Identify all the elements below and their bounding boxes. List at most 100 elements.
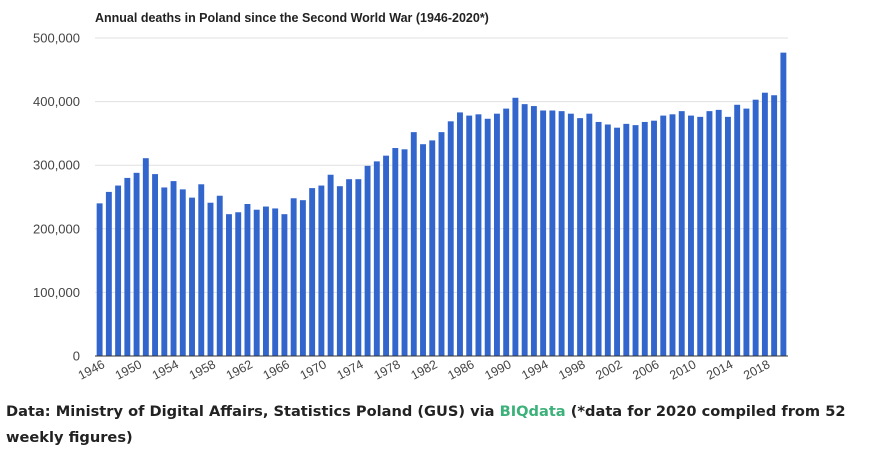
bar-1964 (262, 206, 269, 356)
bar-2014 (724, 116, 731, 356)
x-tick-label: 1946 (76, 357, 107, 382)
biqdata-link[interactable]: BIQdata (499, 403, 566, 420)
bar-2010 (688, 115, 694, 356)
bar-2003 (623, 123, 630, 356)
bar-1948 (115, 185, 122, 356)
bar-1992 (521, 104, 528, 356)
bar-1965 (272, 208, 279, 356)
bar-1985 (457, 112, 463, 356)
bar-1966 (281, 214, 288, 356)
bar-1979 (401, 149, 408, 356)
bar-2017 (752, 99, 759, 356)
x-tick-label: 1986 (445, 357, 476, 382)
x-tick-label: 1950 (113, 357, 144, 382)
bar-1986 (466, 115, 473, 356)
bar-2020 (780, 52, 787, 356)
bar-1953 (161, 187, 168, 356)
bar-1949 (124, 177, 131, 356)
x-axis-ticks: 1946 1950 1954 1958 1962 1966 1970 1974 1978 1982… (76, 357, 772, 382)
bar-1976 (373, 161, 380, 356)
bar-1960 (226, 214, 232, 356)
x-tick-label: 2018 (741, 357, 772, 382)
x-tick-label: 1982 (409, 357, 440, 382)
bar-1958 (207, 202, 214, 356)
bar-1990 (503, 108, 510, 356)
y-tick-label: 100,000 (33, 285, 80, 300)
bar-1989 (493, 113, 500, 357)
chart: Annual deaths in Poland since the Second… (33, 11, 788, 383)
x-tick-label: 1970 (298, 357, 329, 382)
bar-1972 (336, 186, 343, 356)
x-tick-label: 1958 (187, 357, 218, 382)
bar-2007 (660, 115, 667, 356)
bar-1963 (253, 209, 260, 356)
bar-1947 (105, 191, 112, 356)
bar-1969 (309, 188, 316, 356)
bar-1978 (392, 148, 399, 356)
bar-2016 (743, 108, 750, 356)
x-tick-label: 1994 (519, 357, 550, 382)
bar-2018 (761, 92, 768, 356)
chart-title: Annual deaths in Poland since the Second… (95, 11, 489, 25)
bar-1968 (299, 200, 306, 356)
bar-1994 (540, 110, 547, 356)
x-tick-label: 1974 (335, 357, 366, 382)
bar-2013 (715, 109, 722, 357)
bar-1974 (355, 179, 362, 356)
y-tick-label: 500,000 (33, 31, 80, 46)
bar-1955 (179, 189, 186, 356)
bar-1959 (216, 195, 223, 356)
bar-1971 (327, 174, 334, 356)
bar-1946 (96, 203, 103, 356)
x-tick-label: 1954 (150, 357, 181, 382)
x-tick-label: 2002 (593, 357, 624, 382)
bar-2004 (632, 125, 639, 356)
x-tick-label: 1962 (224, 357, 255, 382)
bar-1999 (586, 113, 593, 357)
bar-1954 (170, 181, 177, 356)
bar-1950 (133, 172, 140, 356)
bar-1977 (383, 155, 390, 356)
bar-1975 (364, 165, 371, 356)
bar-1984 (447, 121, 454, 356)
bar-2006 (651, 120, 657, 357)
bar-1980 (410, 132, 417, 356)
bar-1998 (577, 118, 584, 356)
y-tick-label: 0 (73, 349, 80, 364)
bar-1997 (567, 113, 574, 357)
bar-2011 (697, 116, 704, 356)
bar-2008 (669, 114, 676, 356)
bar-1983 (438, 132, 445, 356)
x-tick-label: 1978 (372, 357, 403, 382)
x-tick-label: 1990 (482, 357, 513, 382)
bar-2005 (641, 121, 648, 356)
bar-2015 (734, 104, 741, 356)
bar-1973 (346, 179, 353, 356)
bar-2000 (595, 121, 602, 356)
bars (96, 52, 787, 357)
bar-1982 (429, 140, 436, 356)
bar-1956 (189, 197, 195, 356)
y-tick-label: 300,000 (33, 158, 80, 173)
bar-2001 (604, 124, 611, 356)
caption-prefix: Data: Ministry of Digital Affairs, Stati… (6, 403, 500, 420)
source-caption: Data: Ministry of Digital Affairs, Stati… (6, 399, 874, 451)
bar-1962 (244, 204, 251, 356)
x-tick-label: 1966 (261, 357, 292, 382)
bar-1951 (142, 158, 149, 356)
bar-1961 (235, 212, 242, 356)
bar-2019 (771, 95, 778, 357)
x-tick-label: 2006 (630, 357, 661, 382)
y-tick-label: 400,000 (33, 94, 80, 109)
bar-1952 (152, 174, 159, 356)
bar-1993 (530, 106, 537, 356)
bar-1967 (290, 198, 297, 356)
bar-1981 (420, 144, 426, 356)
x-tick-label: 1998 (556, 357, 587, 382)
x-tick-label: 2010 (667, 357, 698, 382)
bar-1991 (512, 97, 519, 356)
bar-1996 (558, 111, 565, 356)
bar-2002 (614, 127, 621, 357)
bar-1987 (475, 114, 482, 356)
y-tick-label: 200,000 (33, 221, 80, 236)
